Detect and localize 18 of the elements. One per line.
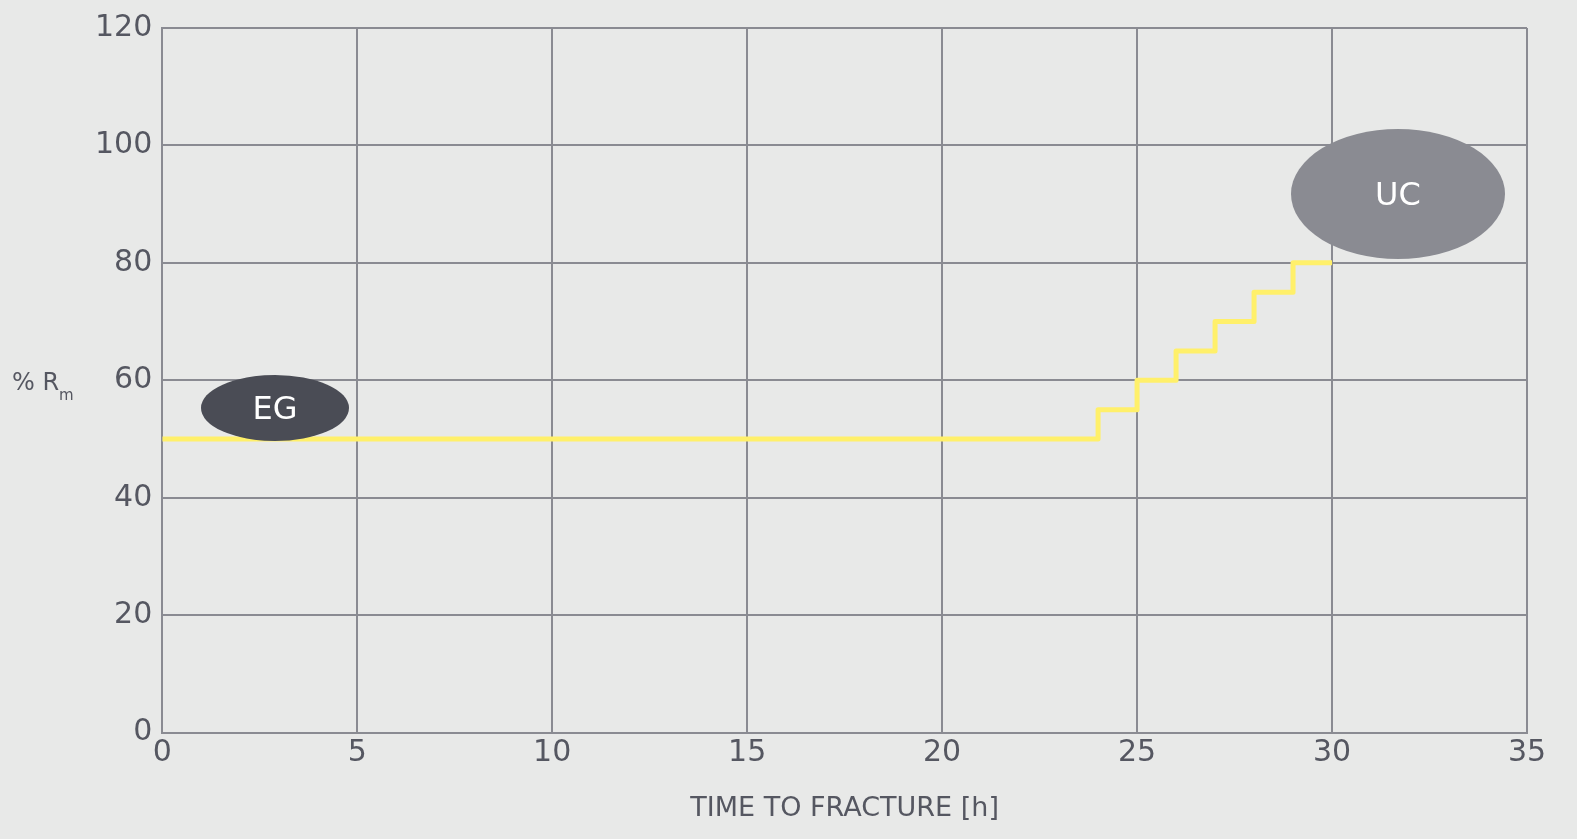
y-tick-label: 100 <box>95 125 153 161</box>
ellipse-label: UC <box>1291 129 1505 259</box>
ellipse-label: EG <box>201 375 349 441</box>
y-tick-label: 120 <box>95 7 153 43</box>
annotation: UC <box>1375 175 1421 213</box>
y-tick-label: 20 <box>114 594 153 630</box>
x-tick-label: 15 <box>728 733 767 769</box>
x-tick-label: 35 <box>1507 733 1547 769</box>
x-tick-label: 5 <box>347 733 367 769</box>
y-tick-label: 60 <box>114 360 153 396</box>
x-axis-title: TIME TO FRACTURE [h] <box>689 790 999 822</box>
x-tick-label: 10 <box>533 733 572 769</box>
annotation: EG <box>252 389 298 427</box>
x-tick-label: 30 <box>1312 733 1352 769</box>
x-tick-label: 20 <box>923 733 962 769</box>
x-tick-label: 25 <box>1117 733 1157 769</box>
y-tick-label: 80 <box>114 242 153 278</box>
y-tick-label: 40 <box>114 477 153 513</box>
